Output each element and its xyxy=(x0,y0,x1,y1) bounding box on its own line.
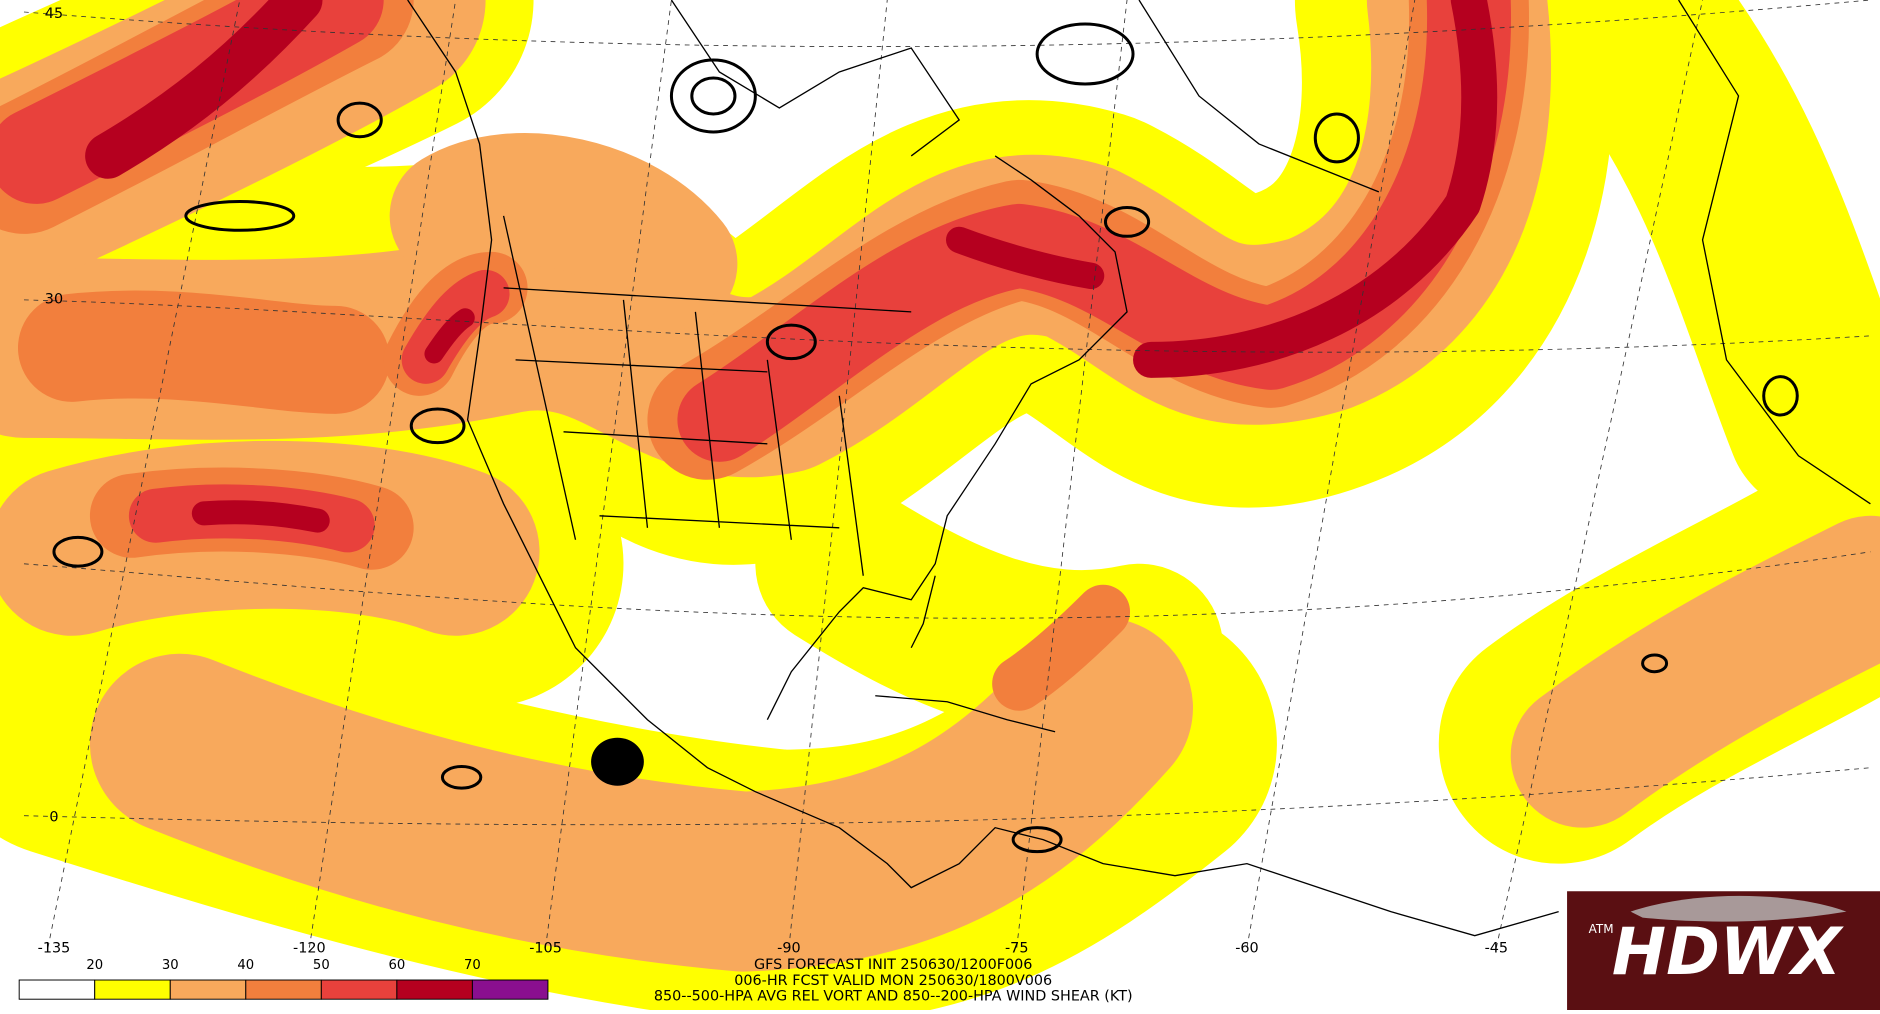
legend-level: 40 xyxy=(237,958,254,973)
legend-swatch xyxy=(169,979,247,1000)
shade xyxy=(1133,0,1498,378)
contour xyxy=(1011,826,1063,854)
vorticity-contours xyxy=(52,22,1799,854)
caption-line: GFS FORECAST INIT 250630/1200F006 xyxy=(754,957,1032,973)
legend-level: 20 xyxy=(86,958,103,973)
caption-line: 850--500-HPA AVG REL VORT AND 850--200-H… xyxy=(654,988,1133,1004)
grid-line xyxy=(23,551,1871,619)
border xyxy=(502,215,912,576)
axis-labels: 45 30 0 -135 -120 -105 -90 -75 -60 -45 xyxy=(38,6,1508,956)
shade xyxy=(1522,0,1880,516)
coastline xyxy=(910,575,936,649)
lat-lon-grid xyxy=(23,0,1871,948)
legend-level: 30 xyxy=(162,958,179,973)
lat-label: 30 xyxy=(45,291,63,307)
legend-level: 50 xyxy=(313,958,330,973)
logo-cloud xyxy=(1630,895,1847,922)
legend-level: 70 xyxy=(464,958,481,973)
contour xyxy=(1313,112,1360,164)
lat-label: 0 xyxy=(49,810,58,826)
contour xyxy=(52,535,104,568)
legend-level: 60 xyxy=(388,958,405,973)
coastline xyxy=(875,695,1056,733)
shade xyxy=(89,617,1193,972)
coastlines xyxy=(407,0,1871,937)
contour xyxy=(184,200,296,232)
contour xyxy=(1762,375,1799,417)
contour xyxy=(1641,653,1669,674)
lon-label: -105 xyxy=(529,940,562,956)
logo-text: HDWX xyxy=(1612,915,1844,990)
caption-line: 006-HR FCST VALID MON 250630/1800V006 xyxy=(734,973,1052,989)
shade xyxy=(17,290,390,414)
coastline xyxy=(670,0,1871,505)
contour xyxy=(690,76,737,116)
coastline xyxy=(407,0,1559,937)
shade xyxy=(992,584,1131,711)
grid-line xyxy=(23,299,1871,353)
contour xyxy=(669,58,757,134)
grid-line xyxy=(23,767,1871,826)
grid-line xyxy=(23,0,1871,48)
shade xyxy=(389,133,738,330)
legend-swatch xyxy=(18,979,96,1000)
coastline xyxy=(766,155,1128,721)
lon-label: -120 xyxy=(293,940,326,956)
shade xyxy=(1510,515,1880,828)
lon-label: -90 xyxy=(777,940,800,956)
lon-label: -60 xyxy=(1235,940,1258,956)
legend-swatch xyxy=(396,979,473,1000)
contour xyxy=(765,323,817,361)
grid-line xyxy=(545,0,672,948)
contour xyxy=(409,407,466,445)
legend-swatch xyxy=(94,979,171,1000)
contour xyxy=(1035,22,1135,86)
contour xyxy=(336,101,383,139)
lon-label: -135 xyxy=(38,940,71,956)
logo: ATM HDWX xyxy=(1567,891,1880,1010)
grid-line xyxy=(47,0,241,948)
contour xyxy=(1103,206,1151,238)
grid-line xyxy=(308,0,457,948)
lon-label: -45 xyxy=(1485,940,1508,956)
contour xyxy=(591,737,644,786)
shade xyxy=(424,308,475,364)
shade xyxy=(677,0,1511,462)
legend-swatch xyxy=(245,979,322,1000)
lat-label: 45 xyxy=(45,6,63,22)
shade xyxy=(85,0,323,179)
shade xyxy=(191,500,330,533)
contour xyxy=(440,764,483,790)
legend-swatch xyxy=(471,979,549,1000)
logo-badge: ATM xyxy=(1589,922,1614,936)
grid-line xyxy=(1495,0,1703,948)
lon-label: -75 xyxy=(1005,940,1028,956)
grid-line xyxy=(1246,0,1416,948)
color-legend: 20 30 40 50 60 70 xyxy=(18,958,549,1000)
legend-swatch xyxy=(320,979,398,1000)
shade xyxy=(945,226,1105,290)
